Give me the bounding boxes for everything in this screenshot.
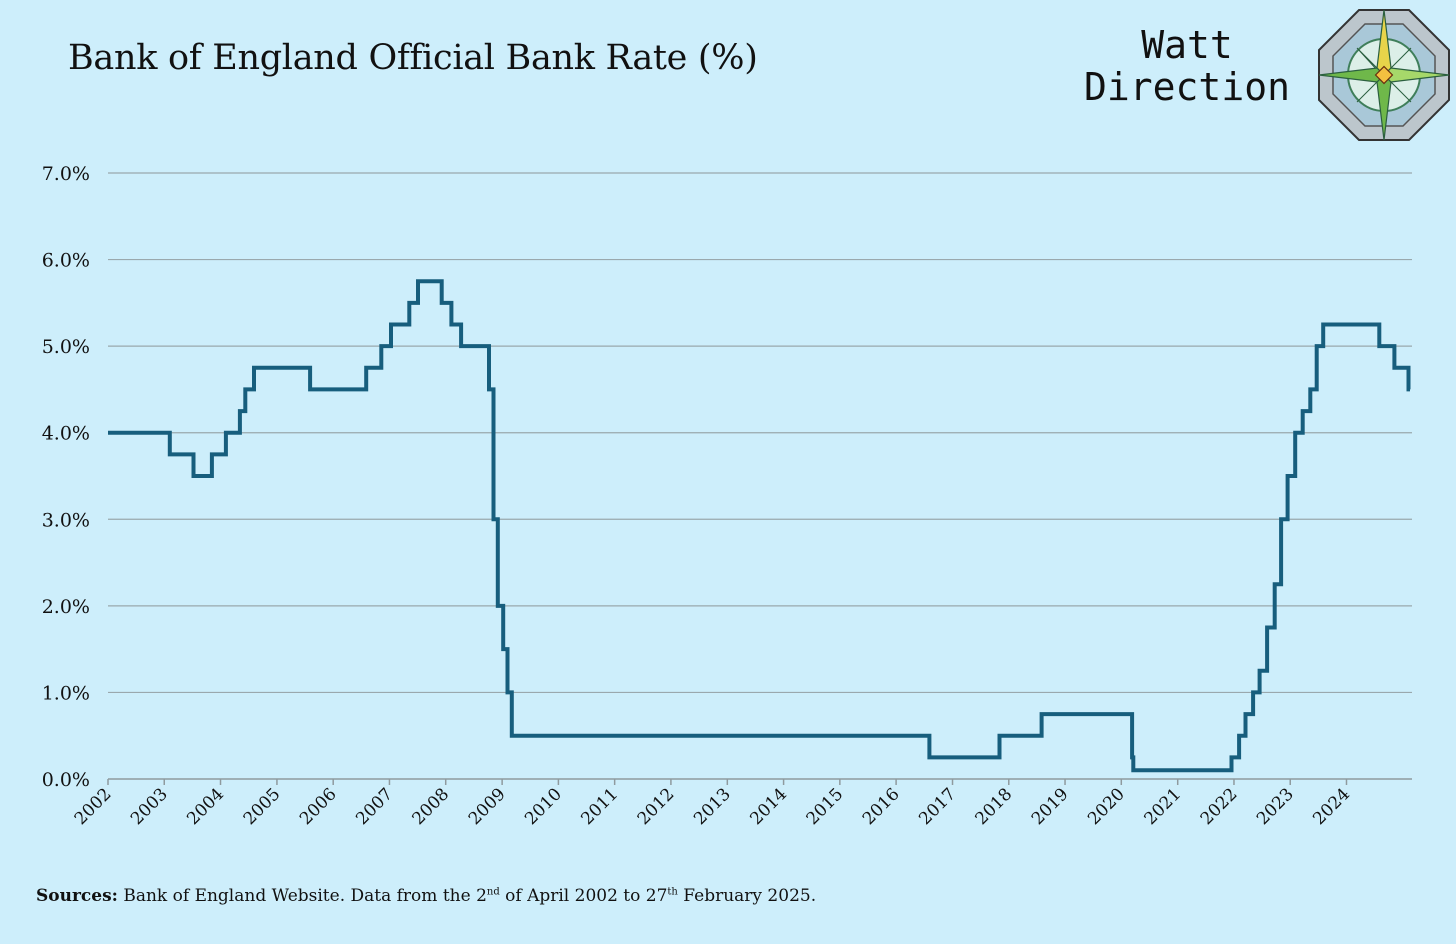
grid-lines — [108, 172, 1412, 694]
y-tick-label: 2.0% — [42, 596, 90, 618]
series-line-bank-rate — [108, 279, 1411, 773]
x-tick-label: 2021 — [1141, 784, 1186, 829]
x-tick-label: 2006 — [296, 784, 341, 829]
x-tick-label: 2020 — [1084, 784, 1129, 829]
x-tick-label: 2018 — [972, 784, 1017, 829]
source-sup-1: nd — [486, 886, 500, 898]
x-tick-label: 2004 — [183, 784, 228, 829]
x-tick-label: 2016 — [859, 784, 904, 829]
x-tick-label: 2002 — [71, 784, 116, 829]
x-tick-label: 2005 — [240, 784, 285, 829]
x-tick-label: 2022 — [1197, 784, 1242, 829]
chart-title: Bank of England Official Bank Rate (%) — [68, 38, 758, 78]
y-axis-tick-labels: 0.0% 1.0% 2.0% 3.0% 4.0% 5.0% 6.0% 7.0% — [42, 163, 90, 791]
x-tick-label: 2019 — [1028, 784, 1073, 829]
brand-name-line1: Watt — [1141, 23, 1233, 67]
compass-rose-icon — [1318, 9, 1450, 141]
source-text-2: of April 2002 to 27 — [499, 886, 668, 906]
x-axis-tick-labels: 2002 2003 2004 2005 2006 2007 2008 2009 2010 2011… — [71, 784, 1354, 829]
y-tick-label: 0.0% — [42, 769, 90, 791]
y-tick-label: 5.0% — [42, 336, 90, 358]
source-text-1: Bank of England Website. Data from the 2 — [117, 886, 487, 906]
y-tick-label: 3.0% — [42, 509, 90, 531]
x-tick-label: 2007 — [352, 784, 397, 829]
y-tick-label: 6.0% — [42, 250, 90, 272]
y-tick-label: 7.0% — [42, 163, 90, 185]
brand-name: Watt Direction — [1062, 24, 1312, 108]
brand-name-line2: Direction — [1084, 65, 1290, 109]
x-tick-label: 2009 — [465, 784, 510, 829]
x-tick-label: 2024 — [1309, 784, 1354, 829]
x-tick-label: 2011 — [577, 784, 622, 829]
x-tick-label: 2015 — [803, 784, 848, 829]
source-text-3: February 2025. — [677, 886, 817, 906]
source-sup-2: th — [667, 886, 678, 898]
x-tick-label: 2010 — [521, 784, 566, 829]
x-axis — [107, 778, 1412, 785]
x-tick-label: 2013 — [690, 784, 735, 829]
x-tick-label: 2008 — [409, 784, 454, 829]
x-tick-label: 2003 — [127, 784, 172, 829]
x-tick-label: 2017 — [915, 784, 960, 829]
y-tick-label: 1.0% — [42, 682, 90, 704]
series-layer — [108, 279, 1411, 773]
y-tick-label: 4.0% — [42, 423, 90, 445]
source-note: Sources: Bank of England Website. Data f… — [36, 886, 816, 906]
source-label: Sources: — [36, 886, 118, 906]
x-tick-label: 2014 — [746, 784, 791, 829]
x-tick-label: 2023 — [1253, 784, 1298, 829]
x-tick-label: 2012 — [634, 784, 679, 829]
